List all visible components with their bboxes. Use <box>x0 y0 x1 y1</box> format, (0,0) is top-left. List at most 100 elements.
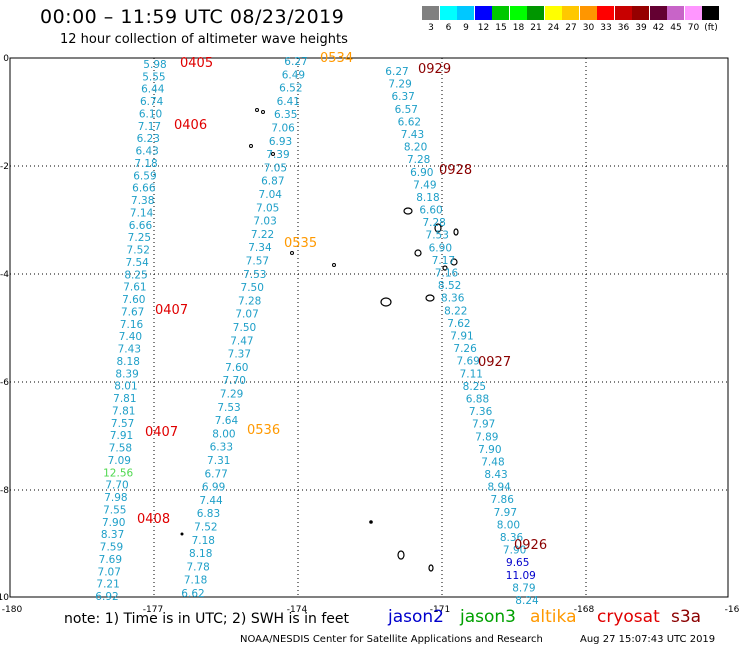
legend-label: 33 <box>600 23 612 33</box>
wave-height-value: 7.78 <box>186 561 209 573</box>
wave-height-value: 6.99 <box>202 482 225 494</box>
islands <box>180 108 459 572</box>
wave-height-value: 7.40 <box>119 331 142 343</box>
wave-height-value: 7.34 <box>248 242 272 254</box>
wave-height-value: 8.18 <box>416 192 439 204</box>
wave-height-value: 5.55 <box>142 71 165 83</box>
wave-height-value: 8.36 <box>500 532 524 544</box>
wave-height-value: 7.98 <box>104 492 127 504</box>
wave-height-value: 7.14 <box>130 207 154 219</box>
wave-height-value: 7.31 <box>207 455 230 467</box>
wave-height-value: 6.33 <box>210 442 233 454</box>
axis-labels: -180 -177 -174 -171 -168 -16 0 -2 -4 -6 -8 -10 <box>0 54 740 615</box>
wave-height-value: 7.50 <box>241 282 264 294</box>
legend-swatch <box>684 6 702 20</box>
wave-height-value: 6.59 <box>133 170 156 182</box>
wave-height-value: 6.62 <box>181 588 204 600</box>
page-title: 00:00 – 11:59 UTC 08/23/2019 <box>40 6 345 28</box>
wave-height-value: 7.17 <box>138 121 161 133</box>
wave-height-value: 6.37 <box>391 91 414 103</box>
wave-height-value: 7.60 <box>122 294 145 306</box>
legend-swatch <box>527 6 544 20</box>
legend-swatch <box>579 6 597 20</box>
legend-label: 30 <box>582 23 595 33</box>
legend-swatch <box>457 6 474 20</box>
pass-time-label: 0535 <box>284 236 317 251</box>
legend-swatch <box>597 6 614 20</box>
legend-swatch <box>702 6 719 20</box>
wave-height-value: 7.25 <box>128 232 151 244</box>
wave-height-value: 6.57 <box>395 104 418 116</box>
wave-height-value: 7.70 <box>105 480 128 492</box>
wave-height-value: 7.69 <box>99 554 122 566</box>
wave-height-value: 7.81 <box>113 393 136 405</box>
footer-note: note: 1) Time is in UTC; 2) SWH is in fe… <box>64 611 350 627</box>
wave-height-value: 7.43 <box>401 129 424 141</box>
legend-label: 45 <box>670 23 682 33</box>
wave-height-value: 7.58 <box>109 443 132 455</box>
wave-height-value: 7.04 <box>259 189 283 201</box>
wave-height-value: 7.05 <box>256 202 279 214</box>
legend-swatch <box>422 6 439 20</box>
satellite-name: s3a <box>671 607 702 627</box>
wave-height-value: 8.25 <box>463 381 486 393</box>
y-tick-label: 0 <box>3 54 9 64</box>
legend-label: 3 <box>428 23 434 33</box>
wave-height-value: 6.27 <box>284 56 307 68</box>
wave-height-value: 7.28 <box>238 295 261 307</box>
pass-time-label: 0406 <box>174 118 207 133</box>
legend-label: 27 <box>565 23 577 33</box>
wave-height-value: 6.83 <box>197 508 220 520</box>
wave-height-value: 11.09 <box>506 570 536 582</box>
wave-height-value: 6.77 <box>204 468 227 480</box>
pass-time-label: 0536 <box>247 423 280 438</box>
wave-height-value: 6.62 <box>398 116 421 128</box>
wave-height-value: 7.44 <box>199 495 223 507</box>
legend-label: 21 <box>530 23 542 33</box>
wave-height-value: 7.05 <box>264 162 287 174</box>
wave-height-value: 7.17 <box>432 255 455 267</box>
legend-label: 6 <box>445 23 452 33</box>
wave-height-value: 7.03 <box>253 216 276 228</box>
wave-height-value: 7.62 <box>447 318 470 330</box>
wave-height-value: 7.97 <box>472 419 495 431</box>
wave-height-value: 6.90 <box>410 167 433 179</box>
legend-swatch <box>632 6 649 20</box>
legend-swatch <box>474 6 492 20</box>
satellite-name: cryosat <box>597 607 660 627</box>
y-tick-label: -2 <box>0 162 9 172</box>
wave-height-value: 7.54 <box>125 257 149 269</box>
legend-label: 15 <box>495 23 507 33</box>
wave-height-value: 7.21 <box>96 579 119 591</box>
wave-height-value: 7.90 <box>503 545 526 557</box>
wave-height-value: 7.91 <box>110 430 133 442</box>
wave-height-value: 7.29 <box>220 389 243 401</box>
wave-height-value: 7.53 <box>243 269 266 281</box>
wave-height-value: 8.18 <box>117 356 140 368</box>
wave-height-value: 8.00 <box>497 519 520 531</box>
legend-swatch <box>544 6 562 20</box>
wave-height-value: 8.52 <box>438 280 461 292</box>
wave-height-value: 8.25 <box>124 269 147 281</box>
credit-line: NOAA/NESDIS Center for Satellite Applica… <box>240 634 543 645</box>
wave-height-value: 7.90 <box>478 444 501 456</box>
wave-height-value: 9.65 <box>506 557 529 569</box>
wave-height-value: 7.67 <box>121 306 144 318</box>
wave-height-value: 7.52 <box>194 522 217 534</box>
x-tick-label: -177 <box>143 605 163 615</box>
wave-height-value: 7.50 <box>233 322 256 334</box>
wave-height-value: 7.60 <box>225 362 248 374</box>
wave-height-value: 7.06 <box>271 123 295 135</box>
wave-height-value: 6.41 <box>277 96 300 108</box>
wave-height-value: 6.66 <box>129 220 153 232</box>
wave-height-value: 7.53 <box>426 230 449 242</box>
wave-height-value: 8.24 <box>515 595 539 607</box>
wave-height-value: 8.94 <box>487 482 511 494</box>
pass-time-label: 0929 <box>418 62 451 77</box>
pass-time-label: 0407 <box>155 303 188 318</box>
wave-height-value: 12.56 <box>103 467 133 479</box>
wave-height-value: 6.87 <box>261 176 284 188</box>
wave-height-value: 7.61 <box>123 282 146 294</box>
wave-height-value: 7.09 <box>108 455 131 467</box>
legend-swatch <box>439 6 457 20</box>
